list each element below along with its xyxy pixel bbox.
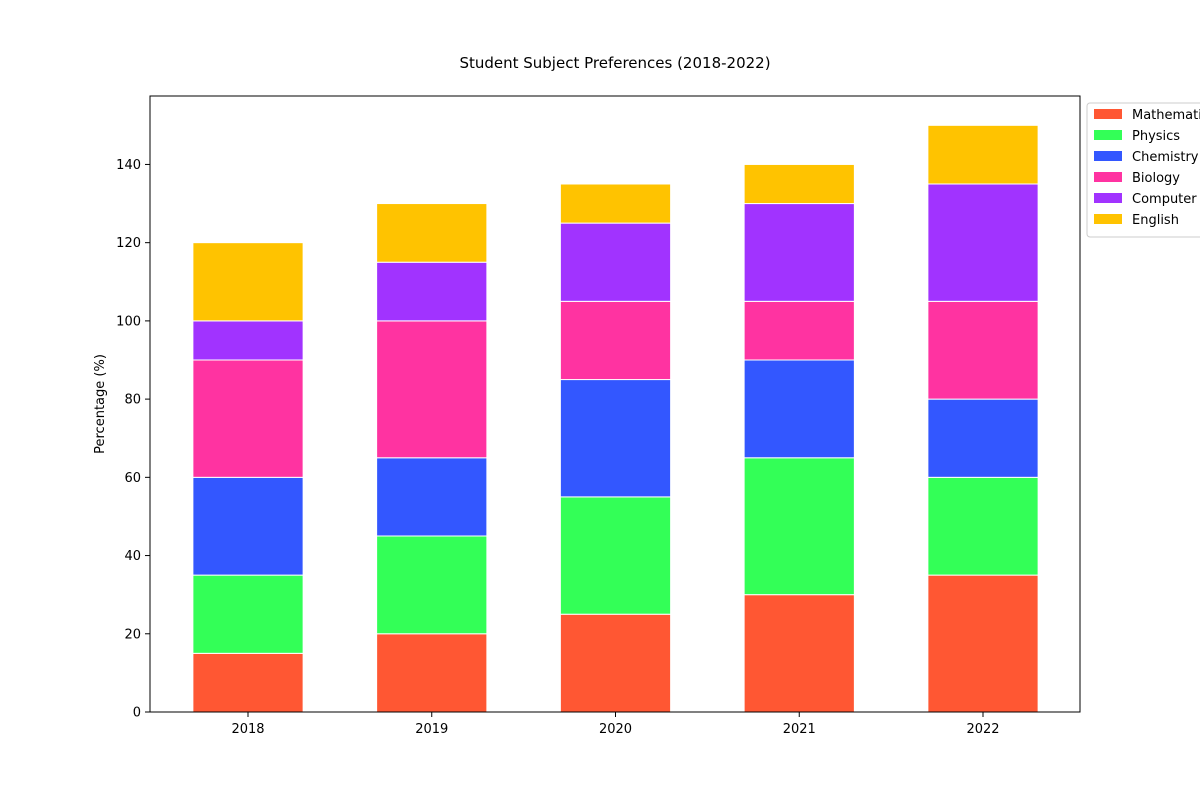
bar-segment-2022-5 — [927, 124, 1039, 185]
y-tick-label: 20 — [124, 627, 141, 642]
legend-label: English — [1132, 213, 1179, 228]
legend-label: Computer Science — [1132, 192, 1200, 207]
y-tick-label: 60 — [124, 471, 141, 486]
bar-segment-2022-0 — [927, 574, 1039, 713]
legend-swatch — [1094, 130, 1122, 140]
y-tick-label: 100 — [116, 314, 141, 329]
bar-segment-2019-0 — [376, 633, 488, 713]
bar-segment-2022-3 — [927, 300, 1039, 400]
bar-segment-2021-0 — [743, 594, 855, 713]
bar-segment-2018-2 — [192, 476, 304, 576]
bar-segment-2021-5 — [743, 163, 855, 205]
x-tick-label: 2018 — [231, 722, 264, 737]
bar-segment-2019-2 — [376, 457, 488, 537]
bar-segment-2022-2 — [927, 398, 1039, 478]
bar-segment-2018-4 — [192, 320, 304, 361]
legend: Mathematics Physics Chemistry Biology Comput… — [1086, 102, 1200, 238]
x-tick-label: 2021 — [783, 722, 816, 737]
bar-segment-2020-4 — [559, 222, 672, 302]
bar-segment-2020-5 — [559, 183, 672, 224]
bar-segment-2018-0 — [192, 652, 304, 713]
legend-label: Chemistry — [1132, 150, 1199, 165]
bar-segment-2021-1 — [743, 457, 855, 596]
bars-layer — [192, 124, 1039, 713]
y-tick-label: 40 — [124, 549, 141, 564]
x-tick-label: 2020 — [599, 722, 632, 737]
bar-segment-2019-4 — [376, 261, 488, 322]
y-axis-label: Percentage (%) — [93, 354, 108, 454]
legend-swatch — [1094, 151, 1122, 161]
chart-title: Student Subject Preferences (2018-2022) — [459, 54, 770, 72]
bar-segment-2021-4 — [743, 203, 855, 302]
bar-segment-2020-2 — [559, 379, 672, 498]
x-tick-label: 2019 — [415, 722, 448, 737]
legend-swatch — [1094, 109, 1122, 119]
axes-layer: 2018 2019 2020 2021 2022 0 20 40 60 80 100 120 140 — [116, 158, 999, 737]
bar-segment-2019-5 — [376, 203, 488, 263]
bar-segment-2020-3 — [559, 300, 672, 381]
bar-segment-2018-3 — [192, 359, 304, 478]
legend-swatch — [1094, 193, 1122, 203]
bar-segment-2021-3 — [743, 300, 855, 361]
legend-swatch — [1094, 214, 1122, 224]
bar-segment-2022-4 — [927, 183, 1039, 302]
bar-segment-2019-3 — [376, 320, 488, 459]
bar-segment-2019-1 — [376, 535, 488, 635]
bar-segment-2018-1 — [192, 574, 304, 654]
bar-segment-2020-1 — [559, 496, 672, 615]
bar-segment-2022-1 — [927, 476, 1039, 576]
bar-segment-2018-5 — [192, 242, 304, 322]
legend-swatch — [1094, 172, 1122, 182]
legend-label: Mathematics — [1132, 108, 1200, 123]
y-tick-label: 80 — [124, 393, 141, 408]
y-tick-label: 140 — [116, 158, 141, 173]
legend-label: Physics — [1132, 129, 1180, 144]
bar-segment-2021-2 — [743, 359, 855, 459]
y-tick-label: 120 — [116, 236, 141, 251]
x-tick-label: 2022 — [966, 722, 999, 737]
bar-segment-2020-0 — [559, 613, 672, 713]
legend-label: Biology — [1132, 171, 1180, 186]
y-tick-label: 0 — [133, 706, 141, 721]
